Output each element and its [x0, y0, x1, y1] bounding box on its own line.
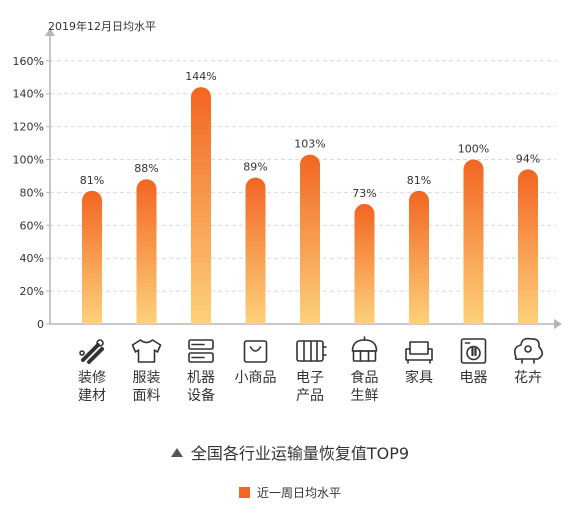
x-tick-label: 面料 — [133, 388, 161, 404]
y-tick-label: 120% — [13, 121, 44, 134]
triangle-icon — [170, 448, 183, 457]
shopping-bag-icon — [243, 340, 268, 363]
y-tick-label: 80% — [20, 186, 44, 199]
y-tick-label: 140% — [13, 88, 44, 101]
x-tick-label: 建材 — [78, 388, 106, 404]
value-labels: 81% 88% 144% 89% 103% 73% 81% 100% 94% — [80, 70, 540, 200]
server-rack-icon — [188, 339, 214, 363]
data-label: 73% — [352, 187, 376, 200]
y-tick-label: 0 — [37, 318, 44, 331]
x-tick-label: 产品 — [296, 388, 324, 404]
washing-machine-icon — [460, 338, 487, 364]
legend-label: 近一周日均水平 — [256, 486, 341, 500]
y-tick-label: 60% — [20, 219, 44, 232]
legend: 近一周日均水平 — [0, 484, 580, 501]
circuit-board-icon — [296, 340, 327, 362]
y-tick-label: 100% — [13, 154, 44, 167]
x-tick-label: 装修 — [78, 370, 106, 386]
x-axis-arrow — [554, 319, 562, 329]
y-axis-arrow — [45, 28, 55, 36]
flower-icon — [514, 337, 544, 364]
cake-icon — [351, 336, 378, 362]
y-axis-unit-label: 2019年12月日均水平 — [48, 20, 156, 33]
bar — [409, 190, 429, 324]
data-label: 144% — [185, 70, 216, 83]
chart-title-text: 全国各行业运输量恢复值TOP9 — [190, 444, 410, 463]
bar — [354, 203, 375, 324]
data-label: 81% — [80, 174, 104, 187]
bar — [245, 177, 266, 324]
x-tick-label: 家具 — [405, 369, 433, 386]
tools-icon — [79, 339, 104, 364]
chart-title: 全国各行业运输量恢复值TOP9 — [0, 440, 580, 464]
tshirt-icon — [131, 339, 162, 363]
legend-swatch — [238, 487, 250, 498]
x-tick-label: 食品 — [351, 369, 379, 386]
sofa-icon — [405, 341, 433, 364]
y-tick-label: 40% — [20, 252, 44, 265]
bar — [463, 159, 484, 324]
data-label: 94% — [516, 152, 540, 165]
bar — [191, 87, 211, 324]
bar — [518, 169, 538, 324]
y-tick-label: 160% — [13, 55, 44, 68]
category-icons — [79, 336, 544, 364]
x-tick-label: 服装 — [133, 370, 161, 386]
bars — [82, 87, 538, 324]
bar — [82, 190, 102, 324]
x-tick-label: 电器 — [460, 370, 488, 386]
x-tick-label: 花卉 — [514, 370, 542, 386]
data-label: 100% — [458, 143, 489, 156]
y-tick-label: 20% — [20, 285, 44, 298]
bar — [300, 154, 320, 324]
data-label: 81% — [407, 174, 431, 187]
bar — [136, 179, 157, 324]
data-label: 103% — [294, 138, 325, 151]
x-tick-label: 设备 — [187, 387, 215, 404]
data-label: 88% — [134, 162, 158, 175]
x-tick-label: 生鲜 — [351, 388, 379, 404]
data-label: 89% — [243, 161, 267, 174]
x-tick-label: 电子 — [296, 370, 324, 386]
x-tick-label: 小商品 — [235, 370, 277, 386]
x-tick-label: 机器 — [187, 370, 215, 386]
